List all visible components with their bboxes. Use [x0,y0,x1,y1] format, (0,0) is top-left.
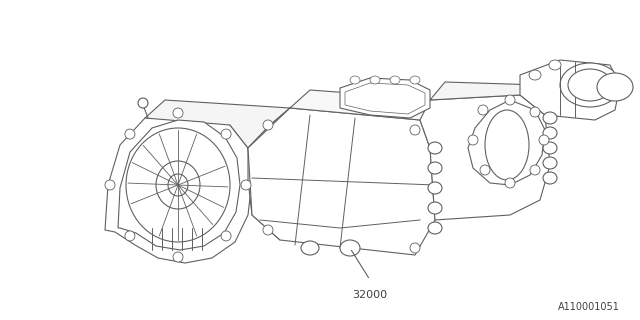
Polygon shape [340,78,430,118]
Ellipse shape [173,252,183,262]
Text: A110001051: A110001051 [558,302,620,312]
Ellipse shape [428,202,442,214]
Ellipse shape [485,110,529,180]
Ellipse shape [370,76,380,84]
Ellipse shape [221,129,231,139]
Ellipse shape [478,105,488,115]
Ellipse shape [428,142,442,154]
Ellipse shape [428,222,442,234]
Ellipse shape [428,182,442,194]
Polygon shape [290,90,445,120]
Ellipse shape [560,63,620,107]
Ellipse shape [543,112,557,124]
Ellipse shape [390,76,400,84]
Ellipse shape [263,120,273,130]
Ellipse shape [221,231,231,241]
Ellipse shape [125,231,135,241]
Polygon shape [248,108,435,255]
Ellipse shape [543,142,557,154]
Ellipse shape [105,180,115,190]
Ellipse shape [350,76,360,84]
Polygon shape [248,108,295,240]
Ellipse shape [480,165,490,175]
Ellipse shape [410,243,420,253]
Ellipse shape [138,98,148,108]
Polygon shape [145,100,290,148]
Ellipse shape [568,69,612,101]
Ellipse shape [530,165,540,175]
Ellipse shape [126,128,230,242]
Ellipse shape [543,172,557,184]
Polygon shape [520,60,620,120]
Ellipse shape [539,135,549,145]
Text: 32000: 32000 [353,290,388,300]
Polygon shape [420,95,550,220]
Ellipse shape [468,135,478,145]
Ellipse shape [168,174,188,196]
Ellipse shape [428,162,442,174]
Ellipse shape [549,60,561,70]
Ellipse shape [156,161,200,209]
Ellipse shape [173,108,183,118]
Ellipse shape [530,107,540,117]
Ellipse shape [340,240,360,256]
Ellipse shape [543,127,557,139]
Ellipse shape [125,129,135,139]
Ellipse shape [241,180,251,190]
Ellipse shape [529,70,541,80]
Polygon shape [430,82,545,100]
Ellipse shape [505,95,515,105]
Ellipse shape [410,76,420,84]
Ellipse shape [505,178,515,188]
Ellipse shape [263,225,273,235]
Polygon shape [118,120,240,250]
Polygon shape [468,100,545,185]
Ellipse shape [410,125,420,135]
Polygon shape [105,110,252,263]
Ellipse shape [543,157,557,169]
Ellipse shape [597,73,633,101]
Ellipse shape [301,241,319,255]
